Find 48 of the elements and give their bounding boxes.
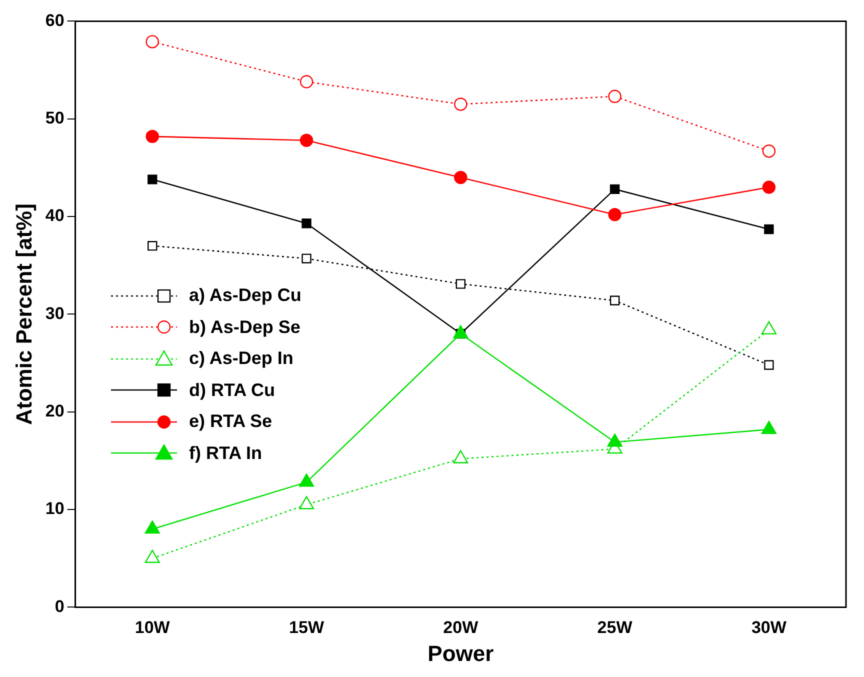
x-tick-label: 10W (134, 618, 171, 638)
legend-label: f) RTA In (189, 442, 262, 464)
point (764, 224, 774, 234)
x-tick-label: 15W (289, 618, 325, 638)
y-tick-label: 50 (45, 108, 64, 128)
legend-label: a) As-Dep Cu (189, 285, 302, 306)
y-tick-label: 30 (45, 304, 64, 323)
point (608, 90, 622, 104)
point (302, 254, 312, 264)
point (453, 325, 468, 338)
x-axis-title: Power (428, 640, 494, 666)
y-tick-label: 60 (45, 10, 64, 30)
legend-label: d) RTA Cu (189, 380, 275, 401)
point (146, 35, 159, 48)
point (608, 208, 622, 222)
point (762, 180, 776, 194)
point (764, 360, 774, 370)
y-tick-label: 10 (45, 499, 64, 518)
point (144, 520, 160, 534)
y-tick-label: 40 (45, 206, 64, 226)
point (761, 321, 776, 334)
point (454, 98, 468, 111)
point (453, 450, 468, 464)
point (454, 170, 468, 184)
point (144, 550, 160, 563)
y-tick-label: 20 (45, 402, 64, 421)
point (300, 134, 314, 147)
y-axis-title: Atomic Percent [at%] (11, 204, 36, 425)
point (610, 296, 620, 306)
point (298, 474, 314, 487)
point (762, 144, 776, 158)
point (607, 434, 622, 447)
legend-label: c) As-Dep In (189, 348, 294, 370)
y-tick-label: 0 (54, 596, 64, 616)
point (302, 218, 312, 228)
point (146, 130, 159, 144)
point (761, 420, 776, 434)
x-tick-label: 30W (751, 618, 788, 638)
point (298, 496, 314, 510)
legend-label: e) RTA Se (189, 411, 272, 432)
x-tick-label: 20W (443, 618, 480, 638)
point (300, 75, 314, 88)
point (610, 184, 620, 194)
point (148, 240, 158, 251)
x-tick-label: 25W (597, 618, 634, 638)
point (148, 174, 158, 184)
legend-label: b) As-Dep Se (189, 316, 300, 338)
point (456, 279, 466, 289)
